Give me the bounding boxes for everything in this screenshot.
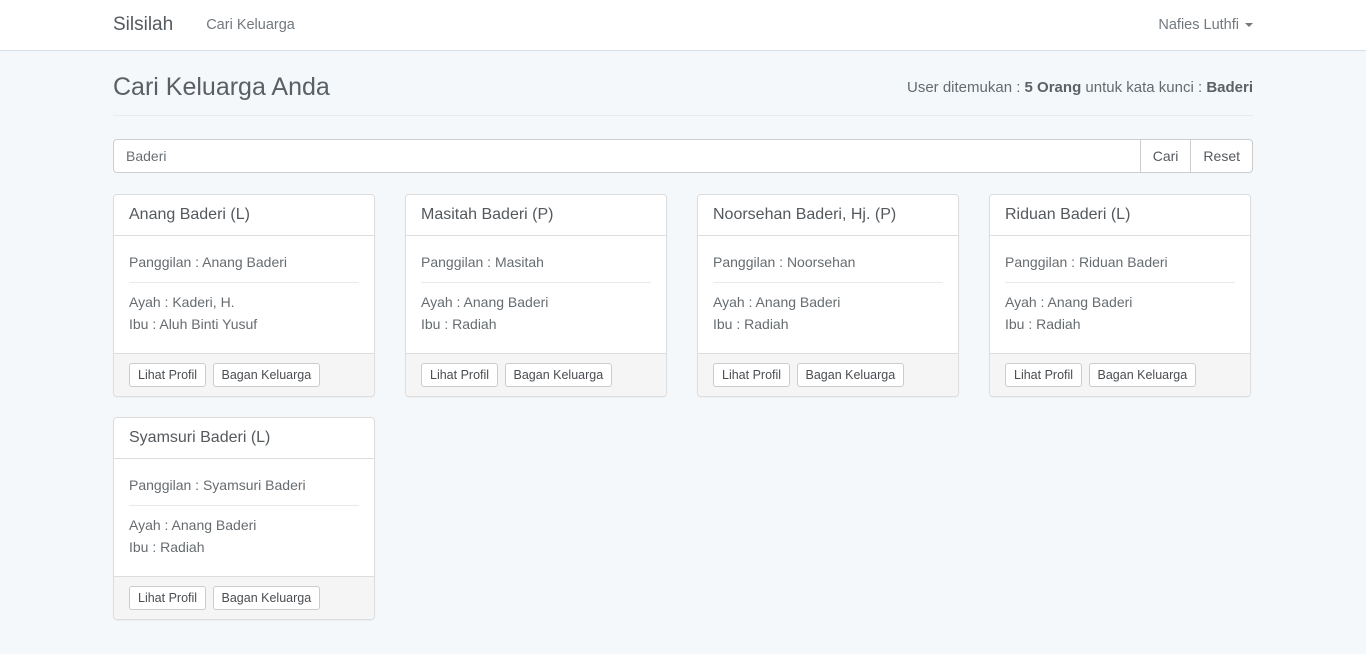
- person-ayah: Ayah : Anang Baderi: [713, 294, 841, 310]
- result-keyword: Baderi: [1206, 79, 1253, 96]
- person-ibu: Ibu : Aluh Binti Yusuf: [129, 316, 258, 332]
- bagan-keluarga-button[interactable]: Bagan Keluarga: [212, 363, 321, 387]
- result-summary: User ditemukan : 5 Orang untuk kata kunc…: [907, 79, 1253, 96]
- user-menu-label: Nafies Luthfi: [1158, 17, 1239, 33]
- results-grid: Anang Baderi (L) Panggilan : Anang Bader…: [113, 194, 1253, 620]
- person-panggilan: Panggilan : Riduan Baderi: [1005, 254, 1168, 270]
- result-summary-middle: untuk kata kunci :: [1081, 79, 1207, 96]
- person-ayah: Ayah : Anang Baderi: [421, 294, 549, 310]
- person-name: Syamsuri Baderi (L): [114, 418, 374, 459]
- person-ibu: Ibu : Radiah: [1005, 316, 1081, 332]
- person-details: Panggilan : Anang Baderi Ayah : Kaderi, …: [114, 236, 374, 353]
- navbar: Silsilah Cari Keluarga Nafies Luthfi: [0, 0, 1366, 51]
- person-details: Panggilan : Syamsuri Baderi Ayah : Anang…: [114, 459, 374, 576]
- person-panggilan: Panggilan : Syamsuri Baderi: [129, 477, 306, 493]
- person-card: Anang Baderi (L) Panggilan : Anang Bader…: [113, 194, 375, 397]
- cari-button[interactable]: Cari: [1139, 139, 1192, 173]
- person-ayah: Ayah : Kaderi, H.: [129, 294, 235, 310]
- card-footer: Lihat Profil Bagan Keluarga: [114, 353, 374, 396]
- person-card: Masitah Baderi (P) Panggilan : Masitah A…: [405, 194, 667, 397]
- lihat-profil-button[interactable]: Lihat Profil: [421, 363, 499, 387]
- person-card: Syamsuri Baderi (L) Panggilan : Syamsuri…: [113, 417, 375, 620]
- divider: [129, 505, 359, 506]
- person-card: Noorsehan Baderi, Hj. (P) Panggilan : No…: [697, 194, 959, 397]
- lihat-profil-button[interactable]: Lihat Profil: [713, 363, 791, 387]
- card-footer: Lihat Profil Bagan Keluarga: [406, 353, 666, 396]
- result-summary-prefix: User ditemukan :: [907, 79, 1025, 96]
- page-title: Cari Keluarga Anda: [113, 73, 330, 101]
- card-footer: Lihat Profil Bagan Keluarga: [698, 353, 958, 396]
- caret-down-icon: [1245, 23, 1253, 27]
- search-input[interactable]: [113, 139, 1141, 173]
- person-details: Panggilan : Masitah Ayah : Anang Baderi …: [406, 236, 666, 353]
- person-details: Panggilan : Noorsehan Ayah : Anang Bader…: [698, 236, 958, 353]
- card-footer: Lihat Profil Bagan Keluarga: [990, 353, 1250, 396]
- bagan-keluarga-button[interactable]: Bagan Keluarga: [212, 586, 321, 610]
- person-name: Riduan Baderi (L): [990, 195, 1250, 236]
- nav-item-cari-keluarga[interactable]: Cari Keluarga: [206, 17, 295, 33]
- card-footer: Lihat Profil Bagan Keluarga: [114, 576, 374, 619]
- divider: [1005, 282, 1235, 283]
- divider: [129, 282, 359, 283]
- lihat-profil-button[interactable]: Lihat Profil: [129, 363, 207, 387]
- bagan-keluarga-button[interactable]: Bagan Keluarga: [796, 363, 905, 387]
- search-bar: Cari Reset: [113, 139, 1253, 173]
- person-ayah: Ayah : Anang Baderi: [129, 517, 257, 533]
- person-panggilan: Panggilan : Anang Baderi: [129, 254, 288, 270]
- person-ibu: Ibu : Radiah: [129, 539, 205, 555]
- person-ibu: Ibu : Radiah: [713, 316, 789, 332]
- divider: [421, 282, 651, 283]
- lihat-profil-button[interactable]: Lihat Profil: [129, 586, 207, 610]
- person-details: Panggilan : Riduan Baderi Ayah : Anang B…: [990, 236, 1250, 353]
- result-count: 5 Orang: [1024, 79, 1082, 96]
- divider: [713, 282, 943, 283]
- person-name: Anang Baderi (L): [114, 195, 374, 236]
- user-menu[interactable]: Nafies Luthfi: [1158, 17, 1253, 33]
- person-panggilan: Panggilan : Masitah: [421, 254, 544, 270]
- person-name: Masitah Baderi (P): [406, 195, 666, 236]
- bagan-keluarga-button[interactable]: Bagan Keluarga: [504, 363, 613, 387]
- person-name: Noorsehan Baderi, Hj. (P): [698, 195, 958, 236]
- person-ayah: Ayah : Anang Baderi: [1005, 294, 1133, 310]
- person-card: Riduan Baderi (L) Panggilan : Riduan Bad…: [989, 194, 1251, 397]
- reset-button[interactable]: Reset: [1190, 139, 1253, 173]
- person-ibu: Ibu : Radiah: [421, 316, 497, 332]
- bagan-keluarga-button[interactable]: Bagan Keluarga: [1088, 363, 1197, 387]
- page-header: Cari Keluarga Anda User ditemukan : 5 Or…: [113, 73, 1253, 116]
- brand-link[interactable]: Silsilah: [113, 14, 174, 35]
- main-content: Cari Keluarga Anda User ditemukan : 5 Or…: [113, 51, 1253, 620]
- lihat-profil-button[interactable]: Lihat Profil: [1005, 363, 1083, 387]
- person-panggilan: Panggilan : Noorsehan: [713, 254, 856, 270]
